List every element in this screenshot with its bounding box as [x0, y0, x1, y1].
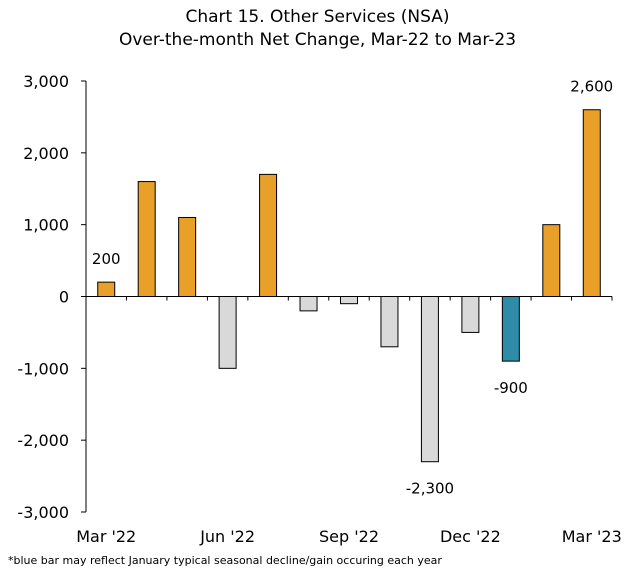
data-label: -900 [494, 379, 528, 397]
bar-may-22 [178, 216, 197, 298]
bar-jun-22 [218, 296, 237, 369]
chart-title-block: Chart 15. Other Services (NSA) Over-the-… [0, 6, 635, 52]
chart-title: Chart 15. Other Services (NSA) [185, 7, 450, 27]
x-tick-label: Mar '23 [562, 527, 622, 546]
data-label: -2,300 [406, 480, 454, 498]
y-tick-label: 0 [59, 288, 69, 307]
bar-nov-22 [420, 296, 439, 463]
y-tick-label: -2,000 [17, 431, 69, 450]
data-label: 2,600 [570, 78, 613, 96]
footnote: *blue bar may reflect January typical se… [8, 554, 442, 567]
y-tick-label: -1,000 [17, 359, 69, 378]
bar-oct-22 [380, 296, 399, 348]
chart-subtitle: Over-the-month Net Change, Mar-22 to Mar… [118, 30, 517, 50]
x-tick-label: Jun '22 [199, 527, 255, 546]
x-tick-label: Dec '22 [440, 527, 501, 546]
data-label: 200 [92, 250, 121, 268]
bar-aug-22 [299, 296, 318, 312]
plot-area: 3,000 2,000 1,000 0 -1,000 -2,000 -3,000 200 -2,… [17, 72, 621, 546]
y-tick-label: 1,000 [23, 216, 69, 235]
y-tick-label: 2,000 [23, 144, 69, 163]
bar-jan-23 [501, 296, 520, 362]
bar-feb-23 [542, 224, 561, 298]
bar-jul-22 [259, 173, 278, 297]
bar-apr-22 [137, 181, 156, 297]
bar-mar-23 [582, 109, 601, 297]
y-tick-label: 3,000 [23, 72, 69, 91]
bar-sep-22 [340, 296, 358, 305]
bar-dec-22 [461, 296, 480, 333]
y-tick-label: -3,000 [17, 503, 69, 522]
x-tick-label: Mar '22 [76, 527, 136, 546]
bar-mar-22 [97, 281, 116, 297]
x-tick-label: Sep '22 [319, 527, 379, 546]
